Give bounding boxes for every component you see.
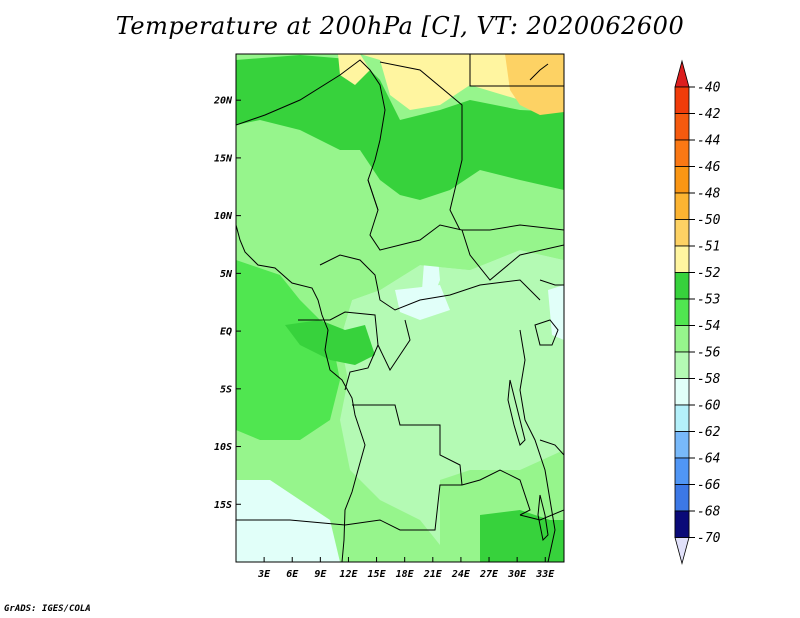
field-patch-56-east [548,285,564,340]
lat-tick-label: 10N [214,211,233,222]
lon-tick-label: 3E [257,569,271,580]
colorbar-swatch [674,378,690,406]
colorbar-swatch [674,404,690,432]
colorbar-label: -53 [697,293,720,308]
lon-tick-label: 15E [368,569,387,580]
colorbar-label: -51 [697,240,720,255]
field-lobe-53-west [236,260,340,440]
border-tanzania [539,439,564,456]
lake-victoria-region [534,319,559,346]
field-patch-56-center [395,285,450,320]
field-patch-50-ne [505,54,564,115]
lon-tick-label: 24E [451,569,471,580]
border-car-cameroon [319,254,541,311]
colorbar-swatch [674,457,690,485]
colorbar-label: -44 [697,134,720,149]
colorbar-swatch [674,431,690,459]
colorbar-swatch [674,272,690,300]
colorbar-swatch [674,192,690,220]
lon-tick-label: 27E [479,569,499,580]
border-uganda [539,279,564,286]
colorbar-label: -58 [697,372,721,387]
field-patch-52-gabon [285,320,375,365]
credit-label: GrADS: IGES/COLA [4,604,91,614]
border-zambia-drc [461,469,531,516]
lat-tick-label: 5S [220,384,232,395]
border-libya-sudan [379,61,463,231]
lat-tick-label: 20N [213,96,233,107]
colorbar-label: -40 [697,81,721,96]
latitude-axis: 20N 15N 10N 5N EQ 5S 10S 15S [213,96,241,511]
colorbar-label: -64 [697,452,720,467]
colorbar-label: -54 [697,319,720,334]
lon-tick-label: 30E [507,569,527,580]
colorbar-label: -60 [697,399,721,414]
border-namibia [236,519,346,526]
colorbar-swatch [674,484,690,512]
lake-tanganyika [507,379,526,446]
border-congo-gabon [298,311,379,391]
coastline-west-africa [236,224,366,562]
map-border [235,53,565,563]
colorbar-swatch [674,113,690,141]
border-angola-zambia [344,484,462,531]
lon-tick-label: 18E [396,569,415,580]
map-frame: 3E 6E 9E 12E 15E 18E 21E 24E 27E 30E 33E 20N 15N 10N… [213,53,565,580]
colorbar-label: -46 [697,160,721,175]
colorbar-label: -50 [697,213,721,228]
longitude-axis: 3E 6E 9E 12E 15E 18E 21E 24E 27E 30E 33E [257,557,555,580]
colorbar-swatch [674,166,690,194]
colorbar-label: -42 [697,107,721,122]
colorbar-label: -70 [697,531,721,546]
colorbar-label: -56 [697,346,721,361]
border-nigeria-niger [236,59,386,211]
sinai-coast [529,63,549,81]
lat-tick-label: 15N [214,153,233,164]
field-band-52-north [236,55,564,200]
border-mozambique [519,509,564,521]
colorbar-bottom-arrow [674,537,690,566]
lon-tick-label: 12E [339,569,358,580]
border-egypt-sudan [469,54,564,87]
colorbar-swatch [674,298,690,326]
border-drc-congo [377,319,411,372]
field-band-53-north [236,135,564,340]
colorbar: -40 -42 -44 -46 -48 -50 -51 -52 -53 -54 -56 -58 -60 -… [674,59,721,566]
lon-tick-label: 6E [286,569,299,580]
colorbar-label: -62 [697,425,721,440]
border-east-africa [519,329,556,562]
country-borders [236,54,564,562]
colorbar-label: -52 [697,266,721,281]
colorbar-swatch [674,219,690,247]
lon-tick-label: 9E [314,569,327,580]
border-chad [367,179,564,281]
colorbar-swatch-bottom [674,510,690,538]
field-patch-52-east [480,510,564,562]
colorbar-swatch [674,139,690,167]
map-title: Temperature at 200hPa [C], VT: 202006260… [115,12,685,40]
colorbar-label: -68 [697,505,721,520]
field-patch-56-west [236,480,340,562]
colorbar-swatch [674,325,690,353]
colorbar-label: -48 [697,187,721,202]
lat-tick-label: 10S [214,442,232,453]
colorbar-swatch [674,86,690,114]
lat-tick-label: 15S [214,500,232,511]
lon-tick-label: 21E [423,569,443,580]
colorbar-label: -66 [697,478,721,493]
colorbar-top-arrow [674,59,690,88]
colorbar-swatch [674,245,690,273]
border-sudan-ssudan [462,224,564,231]
colorbar-swatch [674,351,690,379]
lon-tick-label: 33E [535,569,555,580]
lat-tick-label: 5N [220,269,233,280]
lat-tick-label: EQ [220,327,232,338]
border-drc-angola [352,404,463,486]
lake-malawi [537,494,549,542]
